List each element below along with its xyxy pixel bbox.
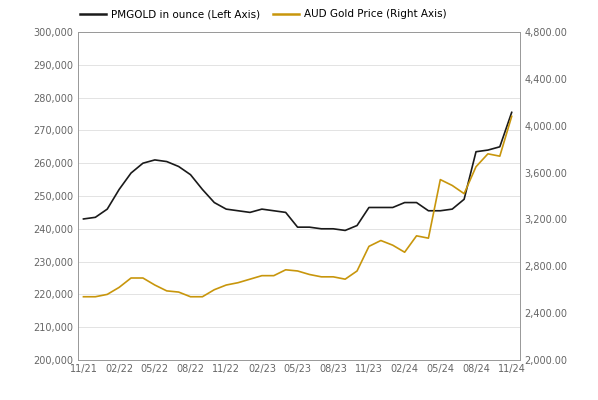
Legend: PMGOLD in ounce (Left Axis), AUD Gold Price (Right Axis): PMGOLD in ounce (Left Axis), AUD Gold Pr… (76, 5, 451, 24)
